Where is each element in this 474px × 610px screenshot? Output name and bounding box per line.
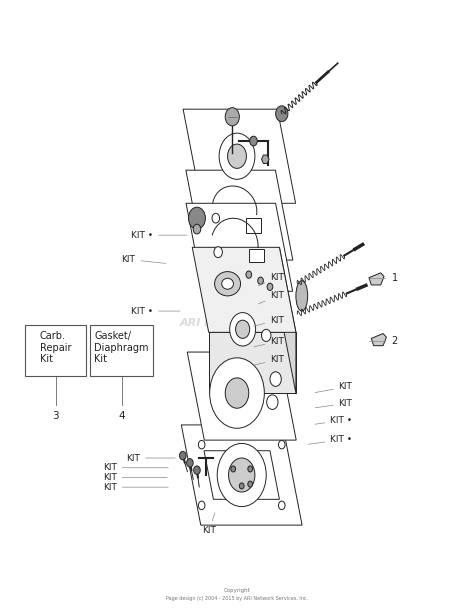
Text: KIT •: KIT • (131, 231, 187, 240)
Circle shape (248, 466, 253, 472)
Text: Carb.
Repair
Kit: Carb. Repair Kit (40, 331, 71, 364)
Circle shape (250, 136, 257, 146)
Bar (25, 325, 86, 376)
Text: KIT: KIT (258, 273, 284, 285)
Circle shape (278, 501, 285, 509)
Polygon shape (369, 273, 384, 285)
Ellipse shape (215, 271, 240, 296)
Text: 2: 2 (392, 337, 398, 346)
Polygon shape (182, 425, 302, 525)
Circle shape (189, 207, 205, 229)
Polygon shape (183, 109, 296, 203)
Ellipse shape (222, 278, 234, 289)
Ellipse shape (230, 312, 255, 346)
Circle shape (228, 458, 255, 492)
Polygon shape (209, 332, 296, 393)
Text: KIT: KIT (315, 399, 353, 408)
Bar (90, 325, 154, 376)
Circle shape (278, 440, 285, 449)
Circle shape (180, 451, 186, 460)
Bar (246, 218, 261, 234)
Text: KIT: KIT (121, 255, 166, 264)
Text: KIT: KIT (103, 473, 167, 482)
Polygon shape (186, 203, 292, 292)
Circle shape (225, 378, 249, 408)
Text: KIT: KIT (315, 382, 353, 393)
Polygon shape (371, 334, 386, 346)
Text: Page design (c) 2004 - 2015 by ARI Network Services, Inc.: Page design (c) 2004 - 2015 by ARI Netwo… (166, 597, 308, 601)
Polygon shape (187, 352, 296, 440)
Text: KIT: KIT (254, 337, 284, 347)
Circle shape (228, 144, 246, 168)
Circle shape (246, 271, 252, 278)
Circle shape (193, 224, 201, 234)
Text: KIT: KIT (202, 513, 216, 536)
Circle shape (217, 443, 266, 506)
Text: KIT: KIT (258, 292, 284, 304)
Polygon shape (204, 451, 279, 500)
Bar (249, 249, 264, 262)
Polygon shape (192, 247, 296, 332)
Circle shape (210, 358, 264, 428)
Text: 4: 4 (118, 411, 125, 422)
Circle shape (198, 501, 205, 509)
Ellipse shape (296, 281, 308, 311)
Text: KIT: KIT (254, 316, 284, 326)
Circle shape (267, 395, 278, 409)
Ellipse shape (262, 329, 271, 342)
Text: 3: 3 (52, 411, 59, 422)
Circle shape (219, 133, 255, 179)
Circle shape (231, 466, 236, 472)
Polygon shape (186, 170, 293, 260)
Circle shape (270, 371, 281, 386)
Text: Copyright: Copyright (224, 588, 250, 593)
Text: Gasket/
Diaphragm
Kit: Gasket/ Diaphragm Kit (94, 331, 149, 364)
Circle shape (225, 107, 239, 126)
Text: KIT •: KIT • (315, 416, 353, 425)
Text: 1: 1 (392, 273, 398, 282)
Circle shape (267, 283, 273, 290)
Polygon shape (279, 247, 296, 393)
Polygon shape (262, 155, 269, 163)
Circle shape (276, 106, 288, 121)
Text: ARI PartStream: ARI PartStream (179, 318, 276, 328)
Circle shape (212, 214, 219, 223)
Circle shape (258, 277, 264, 284)
Circle shape (248, 481, 253, 487)
Circle shape (194, 466, 200, 475)
Text: KIT: KIT (254, 355, 284, 365)
Text: KIT: KIT (103, 463, 168, 472)
Text: KIT: KIT (103, 483, 168, 492)
Text: KIT •: KIT • (308, 436, 353, 444)
Circle shape (187, 459, 193, 467)
Text: KIT •: KIT • (131, 307, 180, 315)
Circle shape (239, 483, 244, 489)
Text: KIT: KIT (126, 453, 175, 462)
Ellipse shape (236, 320, 250, 339)
Circle shape (198, 440, 205, 449)
Circle shape (214, 246, 222, 257)
